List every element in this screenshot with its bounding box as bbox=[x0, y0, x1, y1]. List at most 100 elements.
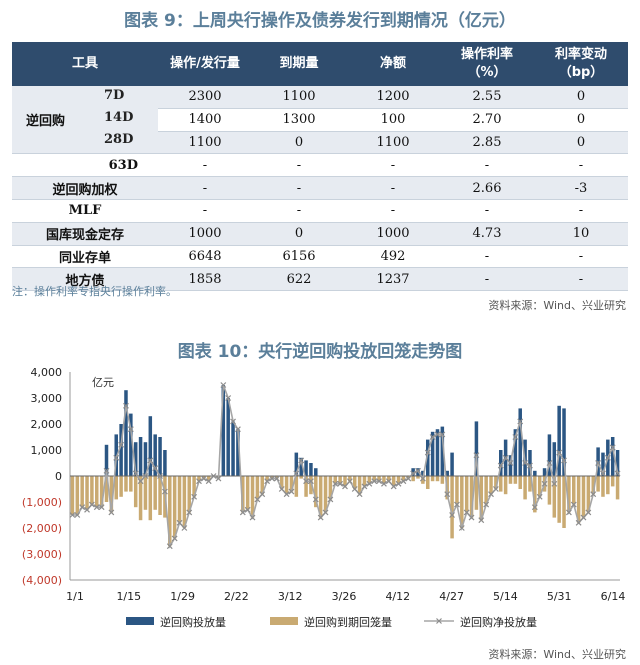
cell: - bbox=[346, 153, 440, 178]
y-tick-label: 4,000 bbox=[31, 366, 63, 379]
maturity-bar bbox=[503, 476, 508, 495]
cell: - bbox=[252, 176, 346, 200]
net-point-marker bbox=[191, 493, 198, 500]
net-point-marker bbox=[293, 470, 300, 477]
maturity-bar bbox=[484, 476, 488, 505]
net-point-marker bbox=[298, 457, 305, 464]
maturity-bar bbox=[333, 476, 338, 484]
maturity-bar bbox=[318, 476, 323, 518]
maturity-bar bbox=[523, 476, 527, 500]
net-point-marker bbox=[483, 501, 490, 508]
maturity-bar bbox=[479, 476, 484, 521]
injection-bar bbox=[226, 398, 230, 476]
maturity-bar bbox=[606, 476, 610, 495]
maturity-bar bbox=[255, 476, 260, 500]
net-point-marker bbox=[234, 426, 241, 433]
table-row: 63D - - - - - bbox=[12, 153, 628, 178]
row-label: 国库现金定存 bbox=[12, 222, 158, 246]
maturity-bar bbox=[177, 476, 182, 523]
net-point-marker bbox=[152, 465, 159, 472]
x-tick-label: 3/12 bbox=[278, 590, 303, 603]
injection-bar bbox=[610, 437, 615, 476]
maturity-bar bbox=[499, 476, 503, 492]
injection-bar bbox=[133, 442, 138, 476]
legend-swatch-injection bbox=[126, 617, 154, 625]
cell: - bbox=[440, 245, 534, 269]
maturity-bar bbox=[396, 476, 401, 484]
maturity-bar bbox=[362, 476, 367, 487]
maturity-bar bbox=[75, 476, 80, 515]
maturity-bar bbox=[387, 476, 391, 482]
unit-label: 亿元 bbox=[92, 376, 114, 389]
y-tick-label: 0 bbox=[55, 470, 62, 483]
table-title: 图表 9：上周央行操作及债券发行到期情况（亿元） bbox=[124, 11, 516, 31]
maturity-bar bbox=[537, 476, 542, 497]
net-point-marker bbox=[590, 491, 597, 498]
maturity-bar bbox=[245, 476, 250, 510]
injection-bar bbox=[440, 426, 445, 476]
y-tick-label: 3,000 bbox=[31, 392, 63, 405]
net-point-marker bbox=[565, 509, 572, 516]
maturity-bar bbox=[450, 476, 454, 539]
maturity-bar bbox=[284, 476, 289, 495]
table-row: 国库现金定存 1000 0 1000 4.73 10 bbox=[12, 222, 628, 246]
net-point-marker bbox=[264, 478, 271, 485]
net-point-marker bbox=[546, 460, 553, 466]
maturity-bar bbox=[124, 476, 128, 492]
injection-bar bbox=[119, 424, 123, 476]
net-point-marker bbox=[551, 480, 558, 487]
injection-bar bbox=[138, 437, 143, 476]
maturity-bar bbox=[494, 476, 498, 489]
net-point-marker bbox=[600, 470, 606, 477]
row-label: 63D bbox=[12, 153, 158, 178]
net-point-marker bbox=[166, 543, 173, 550]
net-point-marker bbox=[439, 431, 446, 438]
net-point-marker bbox=[132, 470, 139, 477]
net-point-marker bbox=[113, 454, 120, 461]
x-tick-label: 1/1 bbox=[66, 590, 84, 603]
maturity-bar bbox=[70, 476, 75, 515]
maturity-bar bbox=[95, 476, 99, 508]
row-label: 地方债 bbox=[12, 267, 158, 292]
maturity-bar bbox=[562, 476, 566, 528]
cell: 0 bbox=[252, 222, 346, 246]
net-point-marker bbox=[342, 483, 348, 490]
net-point-marker bbox=[478, 517, 485, 524]
net-point-marker bbox=[385, 478, 392, 485]
maturity-bar bbox=[401, 476, 406, 482]
maturity-bar bbox=[187, 476, 191, 513]
net-point-marker bbox=[327, 496, 334, 503]
y-tick-label: 1,000 bbox=[31, 444, 63, 457]
maturity-bar bbox=[586, 476, 591, 513]
cell: - bbox=[534, 267, 628, 292]
cell: 1200 bbox=[346, 86, 440, 109]
injection-bar bbox=[236, 429, 240, 476]
cell: 10 bbox=[534, 222, 628, 246]
repo-chart: 4,000 3,000 2,000 1,000 0 (1,000) (2,000) (3,00… bbox=[22, 366, 625, 629]
injection-bar bbox=[513, 429, 518, 476]
net-point-marker bbox=[171, 535, 178, 542]
maturity-bar bbox=[464, 476, 469, 513]
maturity-bar bbox=[382, 476, 386, 484]
net-point-marker bbox=[429, 434, 436, 440]
injection-bar bbox=[450, 452, 454, 476]
cell: 1400 bbox=[158, 108, 252, 132]
chart-x-axis: 1/1 1/15 1/29 2/22 3/12 3/26 4/12 4/27 5/14 5/31 6… bbox=[66, 590, 625, 603]
cell: 1300 bbox=[252, 108, 346, 132]
net-point-marker bbox=[609, 444, 616, 451]
net-point-marker bbox=[497, 462, 504, 469]
maturity-bar bbox=[352, 476, 357, 489]
net-point-marker bbox=[142, 473, 149, 479]
x-tick-label: 5/31 bbox=[547, 590, 572, 603]
maturity-bar bbox=[489, 476, 493, 495]
maturity-bar bbox=[109, 476, 114, 513]
legend-label-injection: 逆回购投放量 bbox=[160, 615, 226, 629]
net-point-marker bbox=[181, 525, 188, 531]
maturity-bar bbox=[153, 476, 157, 510]
maturity-bar bbox=[615, 476, 620, 500]
injection-bar bbox=[528, 450, 532, 476]
net-point-marker bbox=[556, 449, 563, 456]
injection-bar bbox=[445, 470, 449, 476]
maturity-bar bbox=[411, 476, 415, 482]
col-header-net: 净额 bbox=[346, 42, 440, 86]
